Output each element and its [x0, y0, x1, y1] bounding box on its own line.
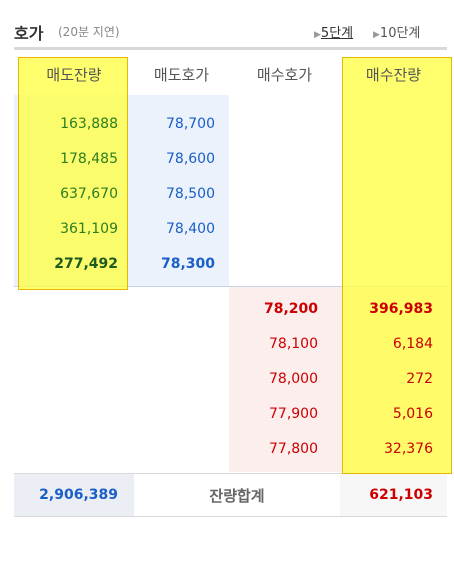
bid-volume: 396,983: [369, 300, 433, 317]
highlight-bid: [342, 57, 452, 474]
total-bid: 621,103: [369, 487, 433, 503]
ask-volume: 178,485: [60, 150, 118, 167]
bid-price: 78,000: [269, 370, 318, 387]
link-text[interactable]: 5단계: [320, 26, 354, 41]
title: 호가: [14, 24, 44, 43]
bid-volume: 5,016: [392, 405, 433, 422]
mid-rule: [14, 286, 447, 287]
ask-price: 78,700: [166, 115, 215, 132]
ask-price: 78,500: [166, 185, 215, 202]
ask-price: 78,600: [166, 150, 215, 167]
column-header: 매수호가: [256, 65, 313, 84]
link-5[interactable]: ▶5단계: [314, 26, 354, 41]
ask-volume: 163,888: [60, 115, 118, 132]
column-header: 매도잔량: [46, 65, 102, 84]
link-text[interactable]: 10단계: [379, 26, 421, 41]
ask-price: 78,400: [166, 220, 215, 237]
bid-volume: 32,376: [384, 440, 433, 457]
bid-volume: 272: [406, 370, 433, 387]
total-ask-bg: [14, 474, 134, 516]
bid-price-bg: [229, 287, 340, 472]
delay-note: (20분 지연): [58, 25, 120, 39]
column-header: 매수잔량: [365, 65, 422, 84]
total-rule-bottom: [14, 516, 447, 517]
column-header: 매도호가: [153, 65, 210, 84]
ask-volume: 277,492: [54, 255, 118, 272]
total-label: 잔량합계: [209, 486, 265, 505]
total-ask: 2,906,389: [39, 487, 118, 503]
bid-price: 77,800: [269, 440, 318, 457]
ask-volume: 637,670: [60, 185, 118, 202]
highlight-ask: [18, 57, 128, 290]
total-bid-bg: [340, 474, 447, 516]
total-rule-top: [14, 473, 447, 474]
ask-volume: 361,109: [60, 220, 118, 237]
bid-price: 78,100: [269, 335, 318, 352]
link-10[interactable]: ▶10단계: [373, 26, 421, 41]
ask-price: 78,300: [160, 255, 215, 272]
bid-price: 78,200: [263, 300, 318, 317]
bid-price: 77,900: [269, 405, 318, 422]
header-rule: [14, 47, 447, 50]
bid-volume: 6,184: [392, 335, 433, 352]
